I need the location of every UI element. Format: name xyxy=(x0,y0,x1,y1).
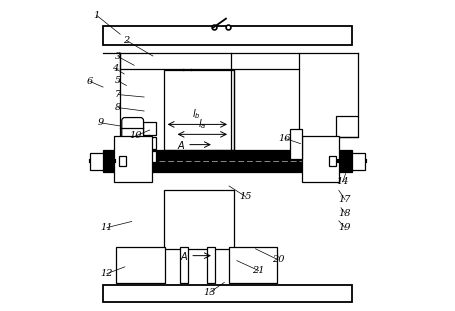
Text: 20: 20 xyxy=(272,255,284,264)
Bar xyxy=(143,151,156,162)
Bar xyxy=(90,153,103,170)
Bar xyxy=(352,153,365,170)
Text: 21: 21 xyxy=(253,266,265,275)
Text: $l_b$: $l_b$ xyxy=(192,107,201,121)
Text: 9: 9 xyxy=(97,118,104,127)
Bar xyxy=(116,247,165,283)
Text: 12: 12 xyxy=(101,269,113,278)
Bar xyxy=(183,70,191,150)
Bar xyxy=(302,136,339,182)
Bar xyxy=(207,247,215,283)
FancyBboxPatch shape xyxy=(122,118,143,139)
Bar xyxy=(229,247,277,283)
Bar xyxy=(290,129,302,159)
Text: 19: 19 xyxy=(339,223,351,232)
Bar xyxy=(103,26,352,45)
Bar xyxy=(336,116,358,137)
Text: $l_a$: $l_a$ xyxy=(198,118,206,131)
Text: 15: 15 xyxy=(239,192,252,201)
Text: $A$: $A$ xyxy=(177,139,186,151)
Text: 16: 16 xyxy=(279,134,291,143)
Text: 10: 10 xyxy=(130,132,142,140)
Bar xyxy=(103,150,352,172)
Text: 4: 4 xyxy=(112,64,119,73)
Bar xyxy=(143,122,156,135)
Text: 6: 6 xyxy=(87,77,93,86)
Bar xyxy=(180,247,188,283)
Bar xyxy=(119,156,126,166)
Bar xyxy=(226,70,233,150)
Bar xyxy=(143,137,156,149)
Text: 8: 8 xyxy=(115,103,121,112)
Text: 1: 1 xyxy=(94,11,100,20)
Text: 2: 2 xyxy=(123,36,130,45)
Bar xyxy=(164,190,234,249)
Bar xyxy=(329,156,336,166)
Text: 7: 7 xyxy=(115,90,121,99)
Text: 3: 3 xyxy=(115,52,121,61)
Text: 18: 18 xyxy=(339,209,351,217)
Bar xyxy=(120,53,299,69)
Text: 17: 17 xyxy=(339,195,351,204)
Text: 11: 11 xyxy=(101,223,113,232)
Bar xyxy=(103,285,352,302)
Text: 5: 5 xyxy=(115,77,121,85)
Text: 14: 14 xyxy=(336,178,349,186)
Text: 13: 13 xyxy=(203,288,216,297)
Text: $A$: $A$ xyxy=(180,250,189,262)
Bar xyxy=(114,136,152,182)
Bar xyxy=(164,70,234,150)
